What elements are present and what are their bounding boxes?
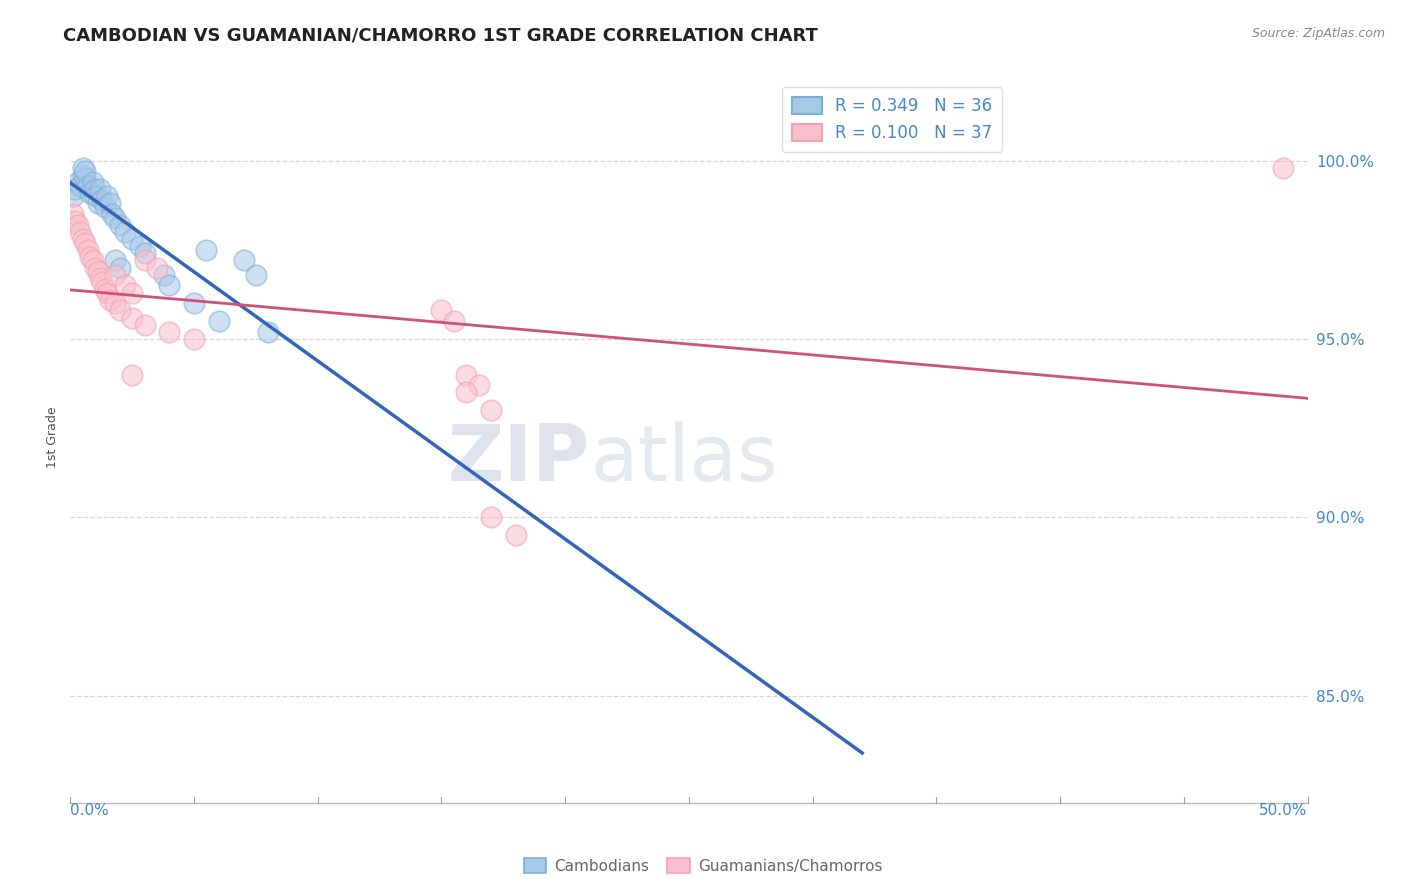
Point xyxy=(98,293,121,307)
Point xyxy=(62,189,84,203)
Point xyxy=(94,282,117,296)
Point xyxy=(195,243,218,257)
Point xyxy=(108,218,131,232)
Point xyxy=(76,178,98,193)
Point xyxy=(82,253,104,268)
Point xyxy=(89,182,111,196)
Point xyxy=(121,310,143,325)
Text: ZIP: ZIP xyxy=(447,421,591,497)
Point xyxy=(128,239,150,253)
Point xyxy=(72,232,94,246)
Point xyxy=(467,378,489,392)
Point xyxy=(75,235,97,250)
Point xyxy=(76,243,98,257)
Point xyxy=(86,264,108,278)
Point xyxy=(84,182,107,196)
Point xyxy=(134,253,156,268)
Point xyxy=(91,275,114,289)
Point xyxy=(114,278,136,293)
Point xyxy=(208,314,231,328)
Point xyxy=(79,186,101,200)
Point xyxy=(153,268,176,282)
Point xyxy=(245,268,267,282)
Point xyxy=(157,325,180,339)
Text: 50.0%: 50.0% xyxy=(1260,803,1308,818)
Point xyxy=(443,314,465,328)
Point xyxy=(75,171,97,186)
Point xyxy=(104,296,127,310)
Point xyxy=(456,385,478,400)
Point xyxy=(479,510,502,524)
Point xyxy=(232,253,254,268)
Point xyxy=(82,175,104,189)
Point xyxy=(66,175,89,189)
Point xyxy=(91,193,114,207)
Text: 0.0%: 0.0% xyxy=(70,803,110,818)
Legend: R = 0.349   N = 36, R = 0.100   N = 37: R = 0.349 N = 36, R = 0.100 N = 37 xyxy=(782,87,1002,152)
Point xyxy=(75,164,97,178)
Point xyxy=(84,189,107,203)
Point xyxy=(505,528,527,542)
Point xyxy=(121,368,143,382)
Point xyxy=(94,200,117,214)
Point xyxy=(121,232,143,246)
Point xyxy=(456,368,478,382)
Point xyxy=(183,332,205,346)
Point xyxy=(79,250,101,264)
Point xyxy=(430,303,453,318)
Point xyxy=(183,296,205,310)
Point xyxy=(104,253,127,268)
Point xyxy=(69,225,91,239)
Point xyxy=(157,278,180,293)
Point xyxy=(66,218,89,232)
Point xyxy=(134,318,156,332)
Point xyxy=(104,268,127,282)
Point xyxy=(86,196,108,211)
Point xyxy=(72,161,94,175)
Point xyxy=(114,225,136,239)
Point xyxy=(65,214,87,228)
Point xyxy=(104,211,127,225)
Y-axis label: 1st Grade: 1st Grade xyxy=(46,406,59,468)
Point xyxy=(479,403,502,417)
Legend: Cambodians, Guamanians/Chamorros: Cambodians, Guamanians/Chamorros xyxy=(517,852,889,880)
Point xyxy=(146,260,169,275)
Point xyxy=(98,196,121,211)
Point xyxy=(134,246,156,260)
Point xyxy=(101,207,124,221)
Text: atlas: atlas xyxy=(591,421,778,497)
Text: Source: ZipAtlas.com: Source: ZipAtlas.com xyxy=(1251,27,1385,40)
Text: CAMBODIAN VS GUAMANIAN/CHAMORRO 1ST GRADE CORRELATION CHART: CAMBODIAN VS GUAMANIAN/CHAMORRO 1ST GRAD… xyxy=(63,27,818,45)
Point xyxy=(1271,161,1294,175)
Point xyxy=(69,178,91,193)
Point xyxy=(84,260,107,275)
Point xyxy=(108,303,131,318)
Point xyxy=(257,325,280,339)
Point xyxy=(96,189,118,203)
Point xyxy=(96,285,118,300)
Point xyxy=(65,182,87,196)
Point xyxy=(72,168,94,182)
Point xyxy=(121,285,143,300)
Point xyxy=(89,271,111,285)
Point xyxy=(62,207,84,221)
Point xyxy=(108,260,131,275)
